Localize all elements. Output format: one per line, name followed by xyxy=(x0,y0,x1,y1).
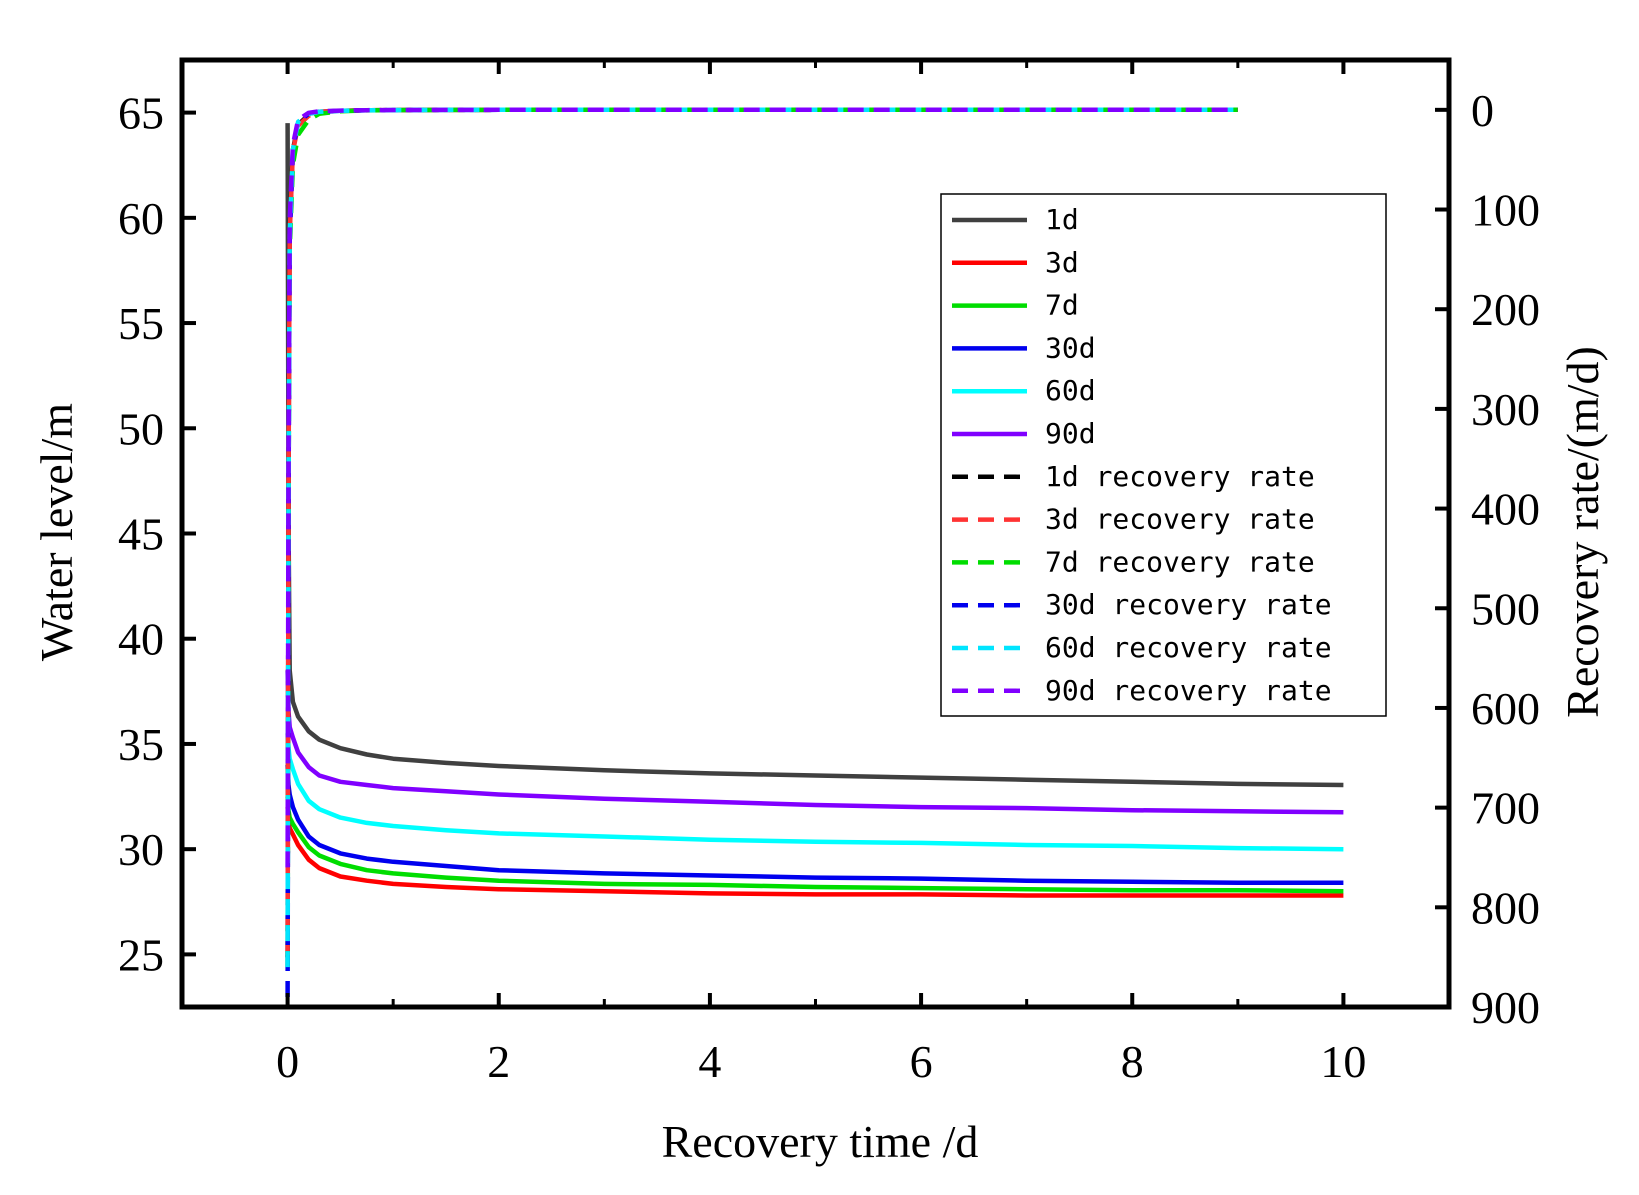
legend-label: 60d xyxy=(1045,374,1096,407)
legend-label: 30d xyxy=(1045,331,1096,364)
y2-tick-label: 0 xyxy=(1471,85,1494,136)
legend-label: 90d xyxy=(1045,417,1096,450)
x-tick-label: 2 xyxy=(487,1036,510,1087)
legend-label: 60d recovery rate xyxy=(1045,631,1332,664)
y2-tick-label: 400 xyxy=(1471,484,1540,535)
legend-label: 1d xyxy=(1045,203,1079,236)
legend-label: 3d recovery rate xyxy=(1045,503,1315,536)
series-line-3d xyxy=(285,806,1344,898)
x-tick-label: 0 xyxy=(276,1036,299,1087)
x-axis-title: Recovery time /d xyxy=(662,1116,979,1167)
y2-tick-label: 800 xyxy=(1471,882,1540,933)
y-tick-label: 65 xyxy=(118,88,164,139)
legend-label: 90d recovery rate xyxy=(1045,674,1332,707)
x-tick-label: 8 xyxy=(1121,1036,1144,1087)
series-line-7d xyxy=(285,796,1344,894)
legend-label: 7d xyxy=(1045,289,1079,322)
y2-tick-label: 600 xyxy=(1471,683,1540,734)
x-tick-label: 6 xyxy=(910,1036,933,1087)
y-axis-title: Water level/m xyxy=(31,403,82,661)
y-tick-label: 35 xyxy=(118,719,164,770)
series-line-1d xyxy=(285,123,1344,788)
legend-label: 30d recovery rate xyxy=(1045,588,1332,621)
y2-tick-label: 900 xyxy=(1471,982,1540,1033)
x-tick-label: 4 xyxy=(698,1036,721,1087)
y-tick-label: 30 xyxy=(118,824,164,875)
y2-tick-label: 500 xyxy=(1471,583,1540,634)
y-tick-label: 45 xyxy=(118,509,164,560)
series-line-90d xyxy=(285,670,1344,815)
legend-label: 1d recovery rate xyxy=(1045,460,1315,493)
y-tick-label: 40 xyxy=(118,614,164,665)
ticks-layer: 0 2 4 6 8 10 25 30 35 40 45 50 55 60 65 0 100 200 300 400 50… xyxy=(118,60,1540,1087)
y-tick-label: 25 xyxy=(118,929,164,980)
y-tick-label: 50 xyxy=(118,403,164,454)
y2-axis-title: Recovery rate/(m/d) xyxy=(1557,346,1608,718)
legend-label: 3d xyxy=(1045,246,1079,279)
series-line-60d xyxy=(285,733,1344,852)
x-tick-label: 10 xyxy=(1320,1036,1366,1087)
y2-tick-label: 300 xyxy=(1471,384,1540,435)
legend: 1d 3d 7d 30d 60d 90d 1d recovery rate 3d recove… xyxy=(940,193,1387,717)
y-tick-label: 60 xyxy=(118,193,164,244)
y2-tick-label: 200 xyxy=(1471,284,1540,335)
legend-label: 7d recovery rate xyxy=(1045,545,1315,578)
legend-box xyxy=(940,193,1387,717)
y2-tick-label: 100 xyxy=(1471,185,1540,236)
y2-tick-label: 700 xyxy=(1471,783,1540,834)
series-line-90d-recovery-rate xyxy=(285,107,1238,868)
series-line-30d xyxy=(285,764,1344,886)
y-tick-label: 55 xyxy=(118,298,164,349)
series-layer xyxy=(285,107,1344,998)
